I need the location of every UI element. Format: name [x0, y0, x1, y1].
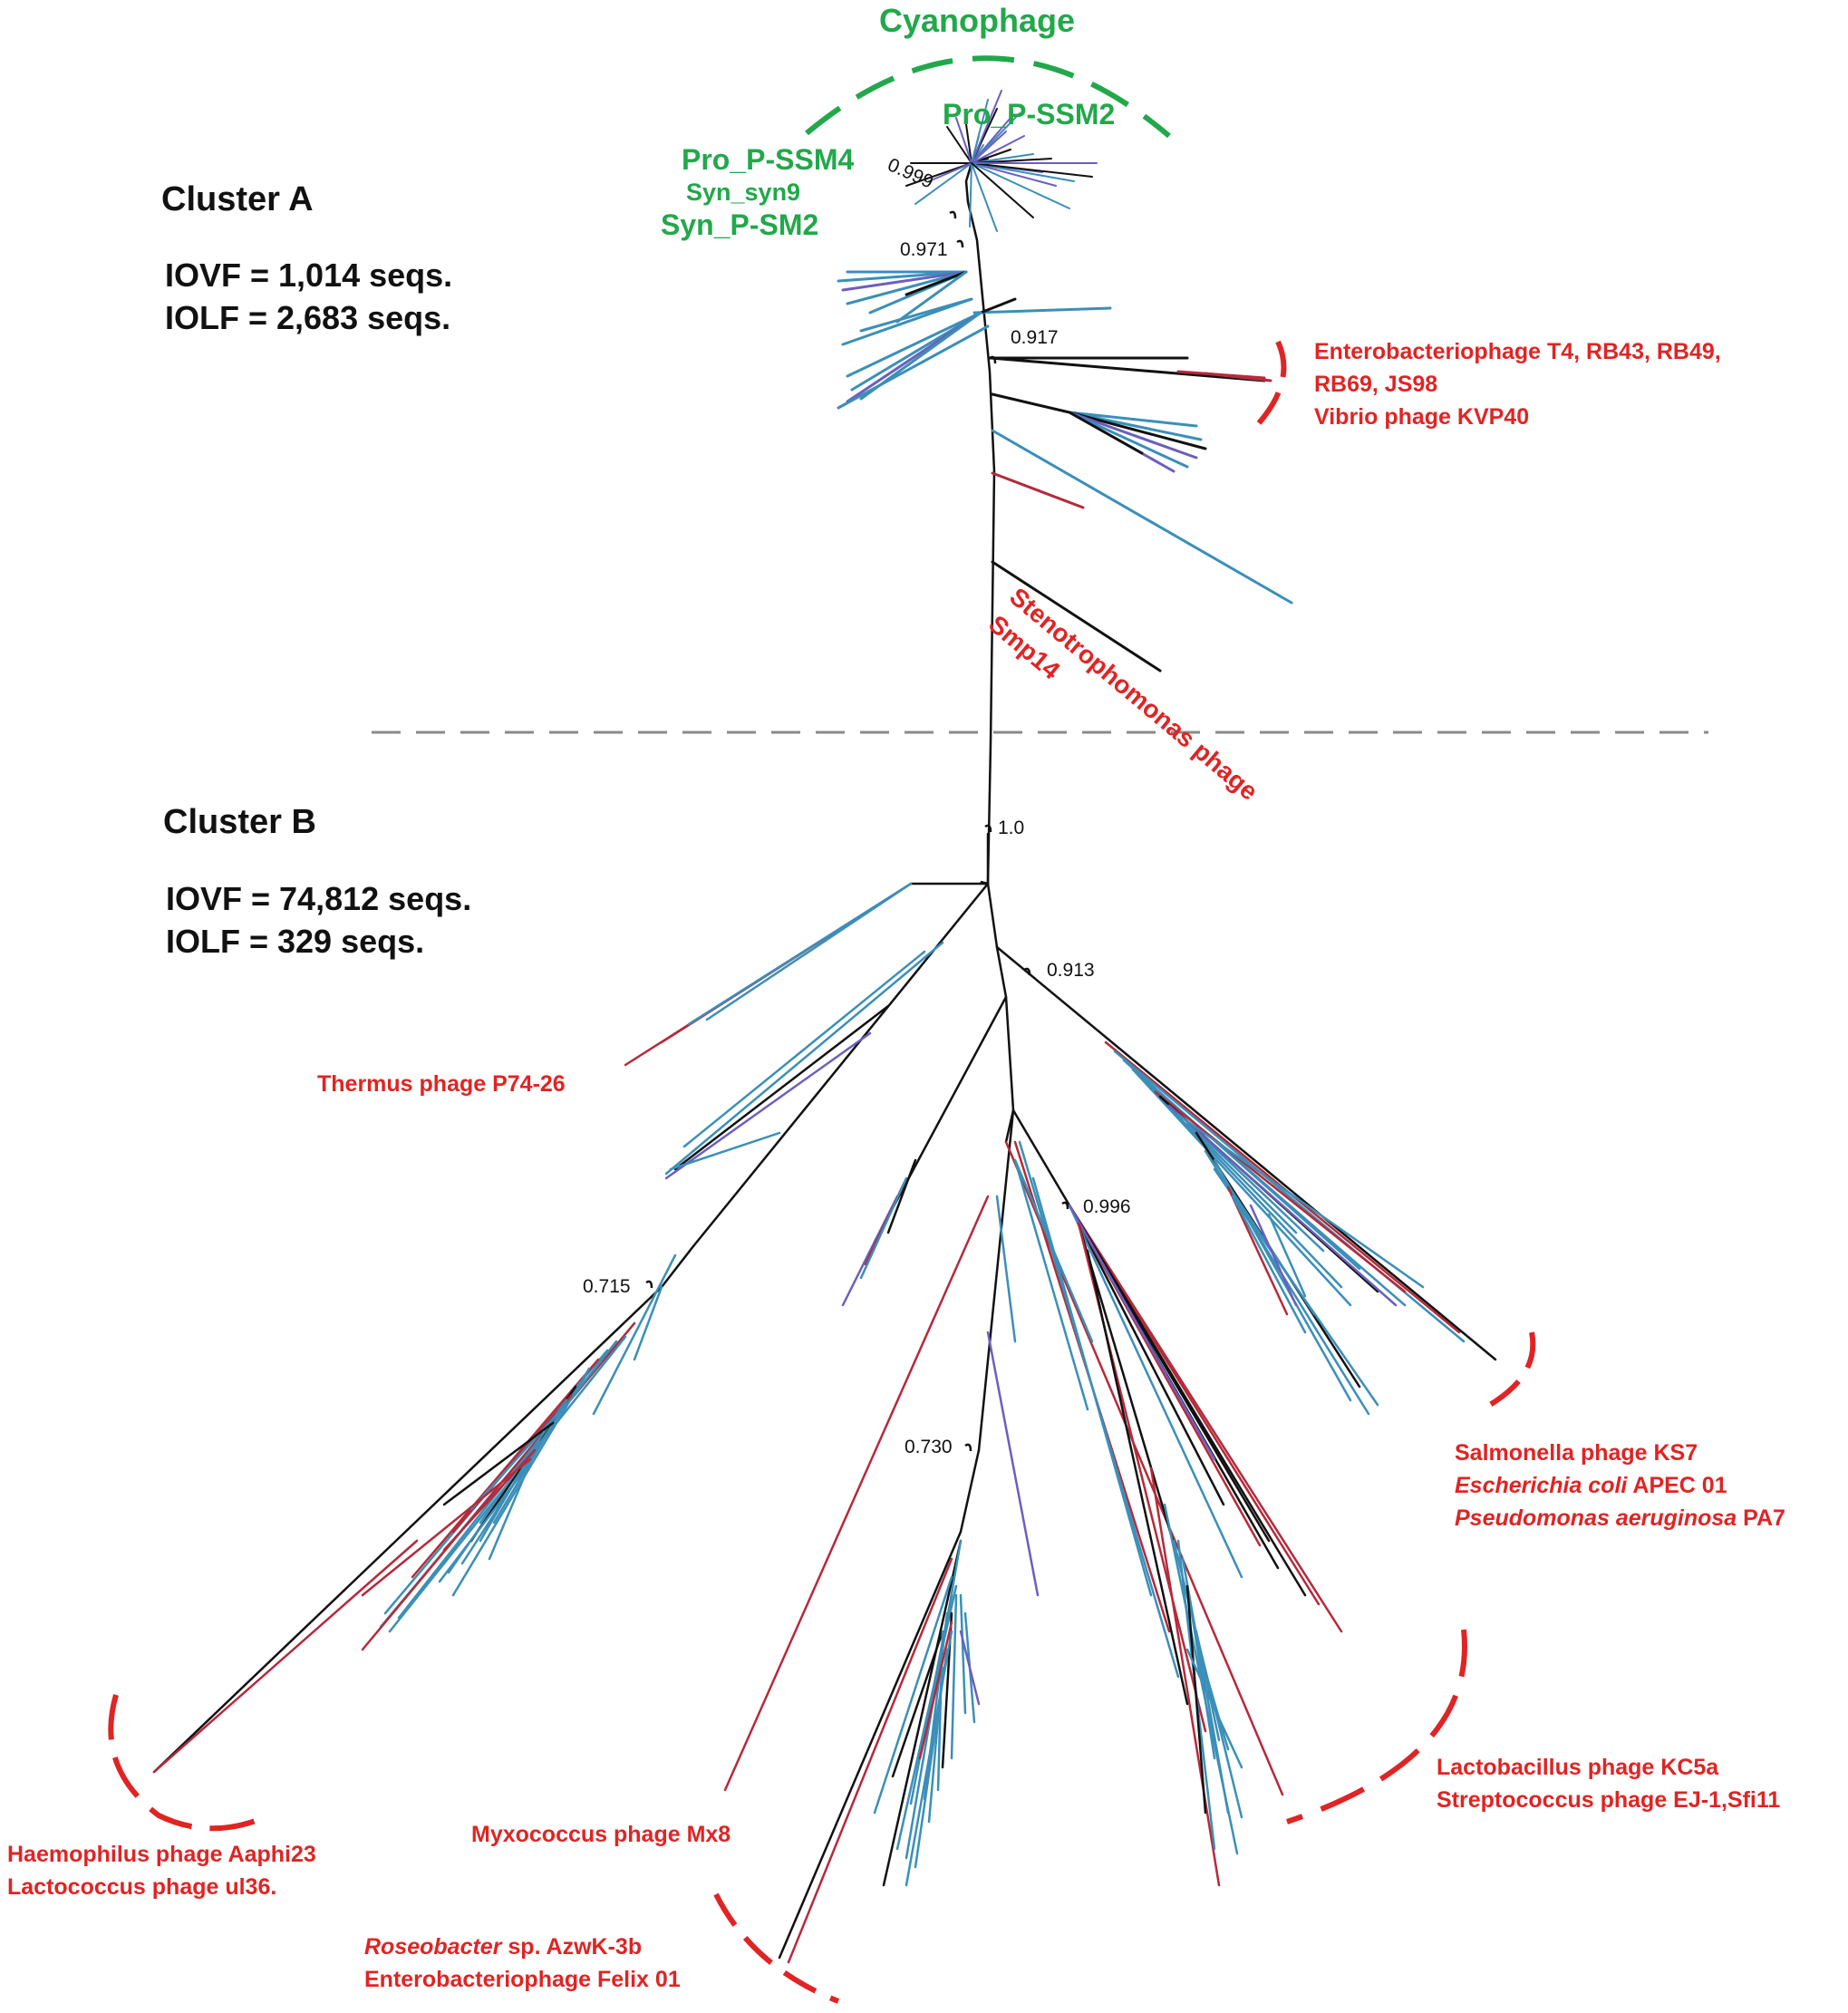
right-subtree-0913 — [995, 945, 1497, 1416]
bootstrap-10: 1.0 — [998, 818, 1025, 838]
cluster-a-branches — [837, 90, 1293, 886]
left-main-branch — [152, 882, 990, 1774]
bootstrap-0917: 0.917 — [1011, 327, 1059, 348]
t4-arc — [1255, 340, 1287, 426]
thermus-branch — [624, 882, 990, 1067]
haemo-line1: Haemophilus phage Aaphi23 — [7, 1842, 316, 1867]
salmonella-line: Salmonella phage KS7 — [1455, 1440, 1698, 1466]
cyanophage-title: Cyanophage — [879, 2, 1076, 39]
haemophilus-arc — [108, 1694, 265, 1832]
haemophilus-label: Haemophilus phage Aaphi23 Lactococcus ph… — [7, 1838, 316, 1903]
cluster-b-iolf: IOLF = 329 seqs. — [166, 923, 425, 960]
cluster-a-title: Cluster A — [161, 180, 314, 218]
middle-short-branches — [841, 995, 1008, 1307]
cluster-a-lower-subtree — [991, 392, 1293, 673]
bootstrap-0730: 0.730 — [905, 1437, 953, 1457]
cyanophage-arc — [805, 55, 1171, 139]
cluster-b-title: Cluster B — [163, 803, 316, 841]
cluster-a-iovf: IOVF = 1,014 seqs. — [165, 256, 453, 294]
pro-p-ssm4-label: Pro_P-SSM4 — [682, 143, 855, 176]
cluster-a-iolf: IOLF = 2,683 seqs. — [165, 299, 451, 336]
center-subtree — [959, 1108, 1343, 1887]
haemo-line2: Lactococcus phage ul36. — [7, 1874, 277, 1900]
cluster-a-left-fan — [837, 270, 1112, 410]
roseo-line: Roseobacter sp. AzwK-3b — [364, 1931, 681, 1963]
salmonella-label: Salmonella phage KS7 Escherichia coli AP… — [1455, 1437, 1785, 1534]
bootstrap-ticks — [645, 210, 1069, 1452]
bootstrap-0913: 0.913 — [1047, 960, 1095, 981]
pseudomonas-rest: PA7 — [1737, 1505, 1785, 1531]
lactobacillus-label: Lactobacillus phage KC5a Streptococcus p… — [1437, 1751, 1780, 1816]
t4-branch — [989, 356, 1272, 382]
pro-p-ssm2-label: Pro_P-SSM2 — [943, 98, 1116, 131]
thermus-label: Thermus phage P74-26 — [317, 1071, 566, 1097]
t4-label: Enterobacteriophage T4, RB43, RB49, RB69… — [1314, 335, 1721, 433]
pseudomonas-italic: Pseudomonas aeruginosa — [1455, 1505, 1737, 1531]
myxococcus-label: Myxococcus phage Mx8 — [471, 1822, 731, 1847]
cluster-b-branches — [152, 832, 1497, 1964]
roseo-rest: sp. AzwK-3b — [501, 1934, 643, 1960]
ecoli-rest: APEC 01 — [1627, 1473, 1727, 1498]
bootstrap-0996: 0.996 — [1083, 1196, 1131, 1217]
roseo-italic: Roseobacter — [364, 1934, 502, 1960]
bootstrap-0715: 0.715 — [583, 1276, 631, 1297]
syn-syn9-label: Syn_syn9 — [686, 179, 801, 206]
bootstrap-0971: 0.971 — [900, 239, 948, 260]
lacto-line1: Lactobacillus phage KC5a — [1437, 1755, 1719, 1780]
cyanophage-crown — [905, 90, 1098, 232]
felix-line: Enterobacteriophage Felix 01 — [364, 1967, 681, 1992]
ecoli-italic: Escherichia coli — [1455, 1473, 1628, 1498]
salmonella-arc — [1480, 1331, 1536, 1412]
roseobacter-label: Roseobacter sp. AzwK-3b Enterobacterioph… — [364, 1931, 681, 1996]
t4-line3: Vibrio phage KVP40 — [1314, 404, 1530, 430]
syn-p-sm2-label: Syn_P-SM2 — [661, 208, 819, 241]
cluster-b-iovf: IOVF = 74,812 seqs. — [166, 880, 472, 917]
pseudomonas-line: Pseudomonas aeruginosa PA7 — [1455, 1502, 1785, 1534]
t4-line1: Enterobacteriophage T4, RB43, RB49, — [1314, 339, 1721, 364]
t4-line2: RB69, JS98 — [1314, 372, 1438, 397]
subtree-0730 — [723, 1195, 990, 1964]
highlight-arcs — [108, 55, 1536, 2004]
roseobacter-arc — [713, 1892, 840, 2004]
lacto-line2: Streptococcus phage EJ-1,Sfi11 — [1437, 1787, 1781, 1813]
lactobacillus-arc — [1286, 1629, 1467, 1824]
ecoli-line: Escherichia coli APEC 01 — [1455, 1469, 1785, 1502]
